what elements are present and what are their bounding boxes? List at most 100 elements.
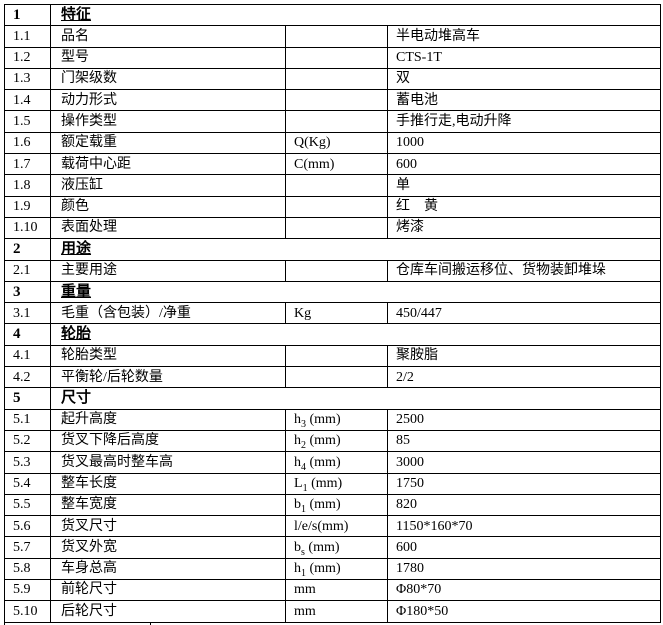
table-row: 1.10 表面处理 烤漆: [4, 216, 661, 240]
item-symbol: [285, 344, 388, 368]
symbol-subscript: 1: [302, 482, 308, 494]
row-number: 1.2: [4, 46, 51, 69]
table-row: 1.4 动力形式 蓄电池: [4, 89, 661, 112]
symbol-text: b: [294, 539, 301, 555]
item-value: 2500: [387, 408, 661, 431]
item-symbol: [285, 46, 388, 69]
table-row: 1.6 额定载重 Q(Kg) 1000: [4, 131, 661, 155]
symbol-text: mm: [294, 603, 316, 619]
item-value: 烤漆: [387, 216, 661, 240]
item-label: 平衡轮/后轮数量: [50, 366, 286, 389]
row-number: 4: [4, 323, 51, 346]
table-row: 5.10 后轮尺寸 mm Φ180*50: [4, 600, 661, 623]
table-row: 1.2 型号 CTS-1T: [4, 46, 661, 69]
item-label: 表面处理: [50, 216, 286, 240]
section-title-text: 重量: [61, 283, 92, 300]
item-value: CTS-1T: [387, 46, 661, 69]
item-symbol: [285, 174, 388, 197]
section-title: 重量: [50, 280, 661, 304]
item-value: 1150*160*70: [387, 515, 661, 538]
item-value: Φ180*50: [387, 600, 661, 623]
item-symbol: [285, 195, 388, 218]
row-number: 5.6: [4, 515, 51, 538]
item-value: 600: [387, 153, 661, 176]
item-label: 颜色: [50, 195, 286, 218]
item-value: 1000: [387, 131, 661, 155]
symbol-subscript: 1: [301, 567, 306, 579]
item-symbol: C(mm): [285, 153, 388, 176]
item-label: 货叉外宽: [50, 536, 286, 559]
item-symbol: Q(Kg): [285, 131, 388, 155]
item-value: 85: [387, 429, 661, 453]
symbol-text: (mm): [306, 454, 341, 470]
item-label: 整车宽度: [50, 493, 286, 517]
item-value: 蓄电池: [387, 89, 661, 112]
section-title: 特征: [50, 3, 661, 27]
row-number: 5.8: [4, 557, 51, 581]
item-symbol: [285, 89, 388, 112]
item-value: 聚胺脂: [387, 344, 661, 368]
item-label: 品名: [50, 25, 286, 48]
table-row: 1.8 液压缸 单: [4, 174, 661, 197]
row-number: 3.1: [4, 302, 51, 325]
item-symbol: b1 (mm): [285, 493, 388, 517]
section-title-text: 轮胎: [61, 326, 92, 343]
item-value: Φ80*70: [387, 579, 661, 602]
symbol-text: (mm): [306, 412, 341, 428]
section-title-text: 用途: [61, 241, 92, 258]
item-label: 整车长度: [50, 472, 286, 495]
row-number: 4.1: [4, 344, 51, 368]
item-symbol: [285, 259, 388, 282]
section-title-text: 特征: [61, 6, 92, 23]
table-row: 1.1 品名 半电动堆高车: [4, 25, 661, 48]
row-number: 1.8: [4, 174, 51, 197]
table-row: 1.7 载荷中心距 C(mm) 600: [4, 153, 661, 176]
row-number: 1.4: [4, 89, 51, 112]
table-row: 3.1 毛重（含包装）/净重 Kg 450/447: [4, 302, 661, 325]
row-number: 2: [4, 238, 51, 261]
row-number: 5.10: [4, 600, 51, 623]
symbol-text: h: [294, 412, 301, 428]
section-title: 用途: [50, 238, 661, 261]
table-row: 4.1 轮胎类型 聚胺脂: [4, 344, 661, 368]
row-number: 1.10: [4, 216, 51, 240]
item-value: 单: [387, 174, 661, 197]
row-number: 1.3: [4, 67, 51, 91]
symbol-text: C(mm): [294, 156, 335, 172]
row-number: 5.4: [4, 472, 51, 495]
symbol-subscript: s: [301, 546, 305, 558]
symbol-subscript: 1: [301, 504, 306, 516]
row-number: 1.1: [4, 25, 51, 48]
symbol-text: h: [294, 561, 301, 577]
symbol-text: (mm): [306, 497, 341, 513]
item-symbol: bs (mm): [285, 536, 388, 559]
symbol-text: h: [294, 454, 301, 470]
symbol-text: Kg: [294, 305, 312, 321]
item-label: 操作类型: [50, 110, 286, 133]
item-value: 820: [387, 493, 661, 517]
section-title: 轮胎: [50, 323, 661, 346]
item-label: 毛重（含包装）/净重: [50, 302, 286, 325]
item-symbol: mm: [285, 600, 388, 623]
item-label: 车身总高: [50, 557, 286, 581]
symbol-text: mm: [294, 582, 316, 598]
table-row: 1.9 颜色 红 黄: [4, 195, 661, 218]
item-label: 货叉最高时整车高: [50, 451, 286, 474]
item-value: 手推行走,电动升降: [387, 110, 661, 133]
item-symbol: [285, 366, 388, 389]
symbol-subscript: 2: [301, 440, 306, 452]
row-number: 1.7: [4, 153, 51, 176]
item-label: 货叉尺寸: [50, 515, 286, 538]
row-number: 5.2: [4, 429, 51, 453]
row-number: 5.3: [4, 451, 51, 474]
item-symbol: mm: [285, 579, 388, 602]
section-row: 3 重量: [4, 280, 661, 304]
row-number: 1.6: [4, 131, 51, 155]
item-symbol: h2 (mm): [285, 429, 388, 453]
table-row: 4.2 平衡轮/后轮数量 2/2: [4, 366, 661, 389]
symbol-text: (mm): [307, 475, 343, 491]
item-value: 2/2: [387, 366, 661, 389]
item-label: 轮胎类型: [50, 344, 286, 368]
table-row: 5.4 整车长度 L1 (mm) 1750: [4, 472, 661, 495]
row-number: 4.2: [4, 366, 51, 389]
